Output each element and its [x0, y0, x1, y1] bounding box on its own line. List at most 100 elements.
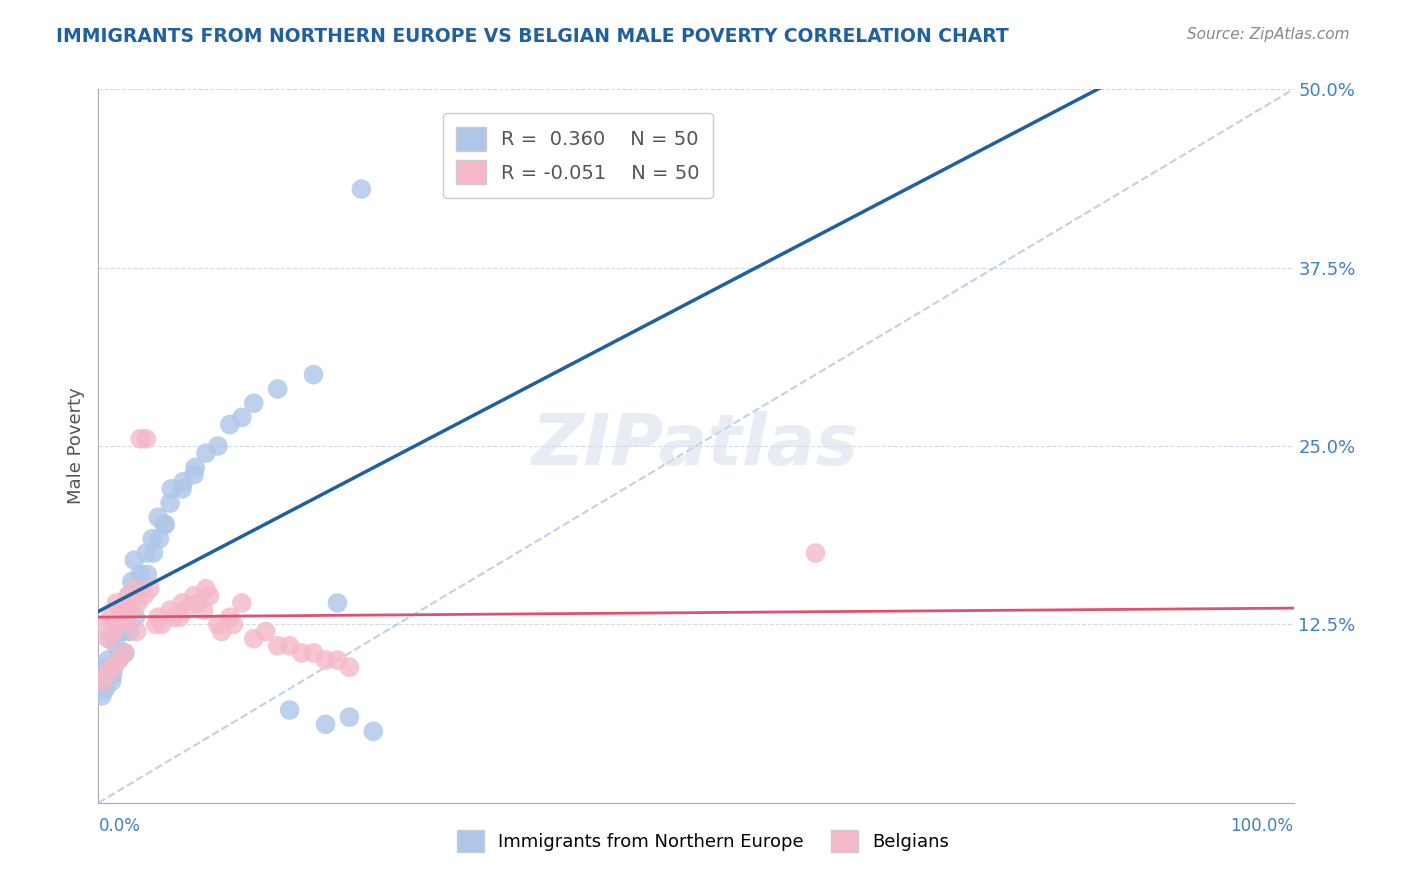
Point — [278, 639, 301, 653]
Point — [108, 617, 131, 632]
Point — [98, 610, 122, 624]
Point — [326, 596, 349, 610]
Point — [159, 603, 181, 617]
Text: 100.0%: 100.0% — [1230, 817, 1294, 835]
Point — [339, 710, 361, 724]
Point — [150, 617, 173, 632]
Point — [135, 546, 157, 560]
Point — [124, 553, 146, 567]
Point — [231, 596, 253, 610]
Point — [148, 510, 170, 524]
Point — [193, 603, 215, 617]
Point — [302, 368, 325, 382]
Point — [129, 432, 152, 446]
Point — [326, 653, 349, 667]
Point — [141, 532, 163, 546]
Point — [195, 582, 218, 596]
Point — [105, 596, 128, 610]
Point — [135, 432, 157, 446]
Point — [103, 660, 125, 674]
Point — [219, 417, 242, 432]
Point — [100, 674, 122, 689]
Point — [195, 446, 218, 460]
Point — [231, 410, 253, 425]
Text: ZIPatlas: ZIPatlas — [533, 411, 859, 481]
Point — [160, 482, 183, 496]
Point — [107, 653, 129, 667]
Point — [183, 589, 205, 603]
Point — [172, 482, 194, 496]
Point — [302, 646, 325, 660]
Point — [105, 639, 128, 653]
Point — [174, 603, 197, 617]
Point — [127, 596, 149, 610]
Point — [339, 660, 361, 674]
Point — [222, 617, 245, 632]
Point — [184, 460, 207, 475]
Point — [148, 610, 170, 624]
Point — [114, 646, 136, 660]
Text: Source: ZipAtlas.com: Source: ZipAtlas.com — [1187, 27, 1350, 42]
Point — [94, 681, 117, 696]
Point — [121, 603, 143, 617]
Legend: R =  0.360    N = 50, R = -0.051    N = 50: R = 0.360 N = 50, R = -0.051 N = 50 — [443, 113, 713, 198]
Point — [207, 617, 229, 632]
Point — [111, 603, 134, 617]
Point — [207, 439, 229, 453]
Point — [124, 610, 146, 624]
Point — [107, 653, 129, 667]
Point — [267, 639, 290, 653]
Point — [183, 467, 205, 482]
Text: IMMIGRANTS FROM NORTHERN EUROPE VS BELGIAN MALE POVERTY CORRELATION CHART: IMMIGRANTS FROM NORTHERN EUROPE VS BELGI… — [56, 27, 1010, 45]
Point — [315, 717, 337, 731]
Point — [139, 582, 162, 596]
Point — [91, 674, 114, 689]
Point — [115, 610, 138, 624]
Point — [159, 496, 181, 510]
Point — [97, 632, 120, 646]
Point — [219, 610, 242, 624]
Point — [363, 724, 385, 739]
Point — [91, 689, 114, 703]
Point — [114, 646, 136, 660]
Point — [350, 182, 373, 196]
Point — [145, 617, 167, 632]
Point — [153, 517, 176, 532]
Point — [267, 382, 290, 396]
Point — [97, 653, 120, 667]
Text: 0.0%: 0.0% — [98, 817, 141, 835]
Point — [124, 582, 146, 596]
Point — [136, 567, 159, 582]
Point — [103, 624, 125, 639]
Point — [315, 653, 337, 667]
Point — [117, 589, 139, 603]
Point — [172, 596, 194, 610]
Point — [148, 532, 170, 546]
Point — [98, 632, 122, 646]
Point — [108, 610, 131, 624]
Point — [112, 646, 135, 660]
Point — [291, 646, 314, 660]
Point — [132, 589, 155, 603]
Point — [243, 396, 266, 410]
Point — [187, 596, 209, 610]
Point — [121, 574, 143, 589]
Point — [96, 667, 118, 681]
Point — [169, 610, 191, 624]
Point — [118, 624, 141, 639]
Y-axis label: Male Poverty: Male Poverty — [66, 388, 84, 504]
Point — [243, 632, 266, 646]
Point — [93, 660, 115, 674]
Point — [110, 617, 132, 632]
Point — [101, 660, 124, 674]
Point — [90, 674, 112, 689]
Legend: Immigrants from Northern Europe, Belgians: Immigrants from Northern Europe, Belgian… — [444, 818, 962, 865]
Point — [117, 589, 139, 603]
Point — [129, 567, 152, 582]
Point — [93, 617, 115, 632]
Point — [155, 517, 177, 532]
Point — [142, 546, 165, 560]
Point — [198, 589, 221, 603]
Point — [172, 475, 194, 489]
Point — [101, 667, 124, 681]
